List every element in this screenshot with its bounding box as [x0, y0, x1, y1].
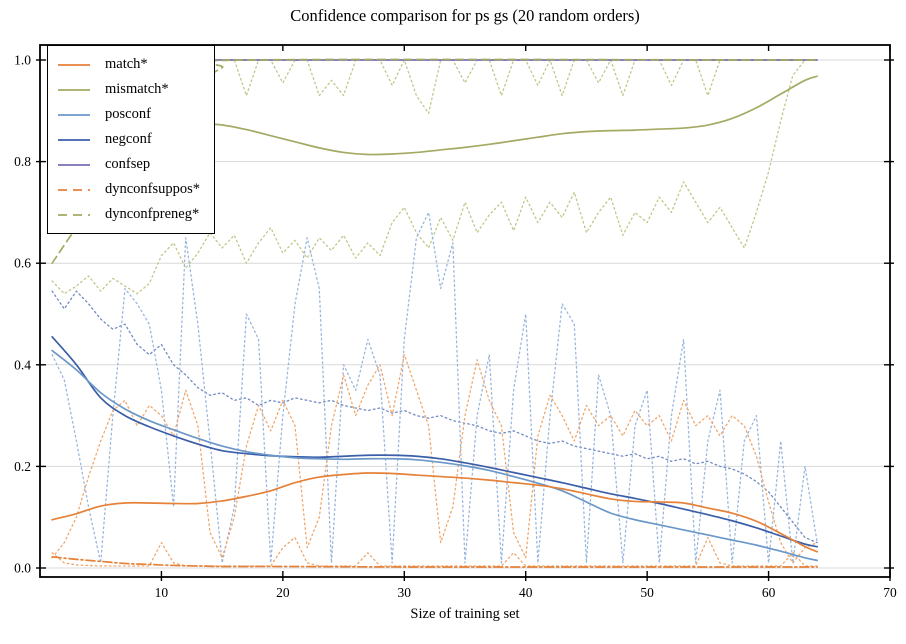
legend-item-dynconfpreneg: dynconfpreneg*: [57, 202, 200, 227]
series-dynconfsuppos: [51, 555, 818, 568]
legend-line-sample-icon: [58, 163, 90, 166]
legend-label: match*: [105, 56, 148, 72]
legend-item-mismatch: mismatch*: [57, 77, 200, 102]
legend-line-sample-icon: [58, 188, 90, 191]
legend-line-sample-icon: [58, 113, 90, 116]
y-tick-label: 1.0: [14, 53, 31, 68]
series-negconf: [51, 336, 818, 548]
y-tick-label: 0.8: [14, 154, 31, 169]
legend-item-match: match*: [57, 52, 200, 77]
legend-line-sample-icon: [58, 213, 90, 216]
series-negconf-raw: [51, 290, 818, 544]
y-tick-label: 0.0: [14, 561, 31, 576]
y-tick-label: 0.2: [14, 459, 31, 474]
legend-line-sample-icon: [58, 88, 90, 91]
x-axis-label: Size of training set: [410, 606, 520, 622]
chart-title: Confidence comparison for ps gs (20 rand…: [290, 6, 640, 25]
axes-frame: 10 20 30 40 50 60 70 0.0 0.2 0.4 0.6 0.8 1.0: [14, 44, 897, 600]
series-match-raw: [51, 353, 818, 564]
legend-label: confsep: [105, 156, 151, 172]
x-tick-label: 60: [762, 585, 776, 600]
x-tick-label: 50: [640, 585, 654, 600]
legend-item-negconf: negconf: [57, 127, 200, 152]
series-posconf: [51, 349, 818, 562]
series-match: [51, 472, 818, 553]
x-tick-label: 10: [155, 585, 169, 600]
y-tick-label: 0.4: [14, 357, 31, 372]
legend-item-dynconfsuppos: dynconfsuppos*: [57, 177, 200, 202]
y-tick-label: 0.6: [14, 256, 31, 271]
x-tick-label: 40: [519, 585, 533, 600]
series-posconf-raw: [51, 211, 818, 564]
legend-line-sample-icon: [58, 138, 90, 141]
legend-label: negconf: [105, 131, 152, 147]
legend-line-sample-icon: [58, 63, 90, 66]
legend-item-confsep: confsep: [57, 152, 200, 177]
legend-label: mismatch*: [105, 81, 169, 97]
series-dynconfsuppos-raw: [51, 536, 818, 567]
x-tick-label: 70: [883, 585, 897, 600]
legend-label: posconf: [105, 106, 151, 122]
legend-item-posconf: posconf: [57, 102, 200, 127]
legend-label: dynconfpreneg*: [105, 206, 200, 222]
x-tick-label: 30: [398, 585, 412, 600]
series-mismatch-raw: [51, 59, 818, 295]
legend-label: dynconfsuppos*: [105, 181, 201, 197]
legend: match* mismatch* posconf negconf confsep dync…: [47, 45, 216, 234]
x-tick-label: 20: [276, 585, 290, 600]
